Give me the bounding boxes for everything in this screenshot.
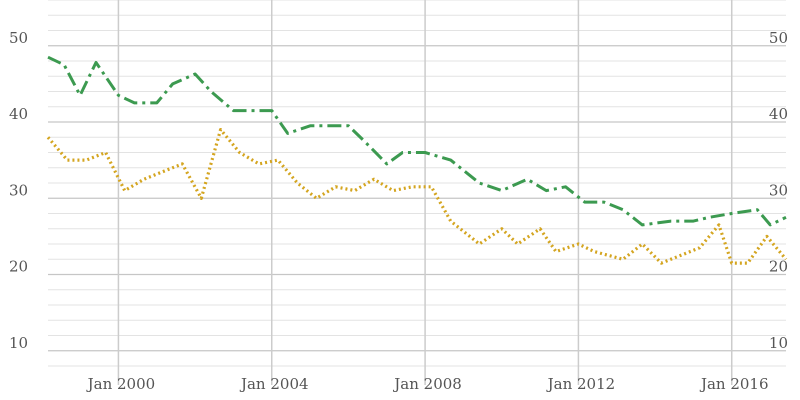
x-axis-labels: Jan 2000 Jan 2004 Jan 2008 Jan 2012 Jan 2016 [86,375,769,393]
y-tick-label-left: 40 [9,105,28,123]
y-tick-label-left: 30 [9,181,28,199]
y-axis-labels-right: 10 20 30 40 50 [769,29,788,352]
y-tick-label-right: 20 [769,258,788,276]
x-tick-label: Jan 2016 [699,375,769,393]
major-gridlines [48,45,786,352]
series-lines [46,55,788,265]
y-tick-label-right: 30 [769,181,788,199]
y-tick-label-right: 10 [769,334,788,352]
series-line-1 [47,55,787,227]
x-tick-label: Jan 2008 [392,375,462,393]
x-tick-label: Jan 2012 [546,375,616,393]
y-axis-labels-left: 10 20 30 40 50 [9,29,28,352]
y-tick-label-right: 40 [769,105,788,123]
y-tick-label-left: 10 [9,334,28,352]
x-tick-label: Jan 2000 [86,375,156,393]
y-tick-label-right: 50 [769,29,788,47]
x-tick-label: Jan 2004 [239,375,309,393]
vertical-gridlines [117,0,733,385]
y-tick-label-left: 50 [9,29,28,47]
series-line-2 [46,128,788,265]
minor-gridlines [48,0,786,367]
y-tick-label-left: 20 [9,258,28,276]
